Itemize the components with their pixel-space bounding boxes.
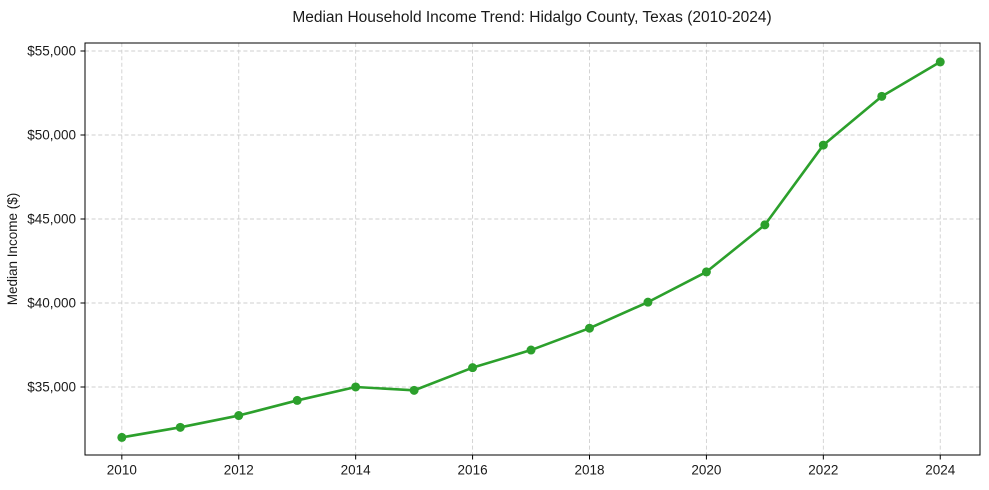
gridlines: [85, 43, 980, 455]
data-point: [584, 323, 594, 333]
data-point: [468, 363, 478, 373]
tick-labels: $35,000 $40,000 $45,000 $50,000 $55,000 2010 2…: [27, 44, 956, 478]
data-point: [818, 140, 828, 150]
x-tick-label: 2020: [691, 463, 721, 478]
y-tick-label: $55,000: [27, 44, 76, 59]
y-tick-label: $40,000: [27, 296, 76, 311]
data-point: [760, 220, 770, 230]
x-tick-label: 2014: [341, 463, 372, 478]
y-axis-label: Median Income ($): [5, 193, 20, 306]
x-tick-label: 2018: [574, 463, 604, 478]
x-tick-label: 2010: [107, 463, 137, 478]
data-point: [117, 432, 127, 442]
data-series: [117, 57, 945, 442]
y-tick-label: $45,000: [27, 212, 76, 227]
y-tick-label: $35,000: [27, 380, 76, 395]
data-point: [234, 411, 244, 421]
trend-line: [120, 60, 942, 439]
y-tick-label: $50,000: [27, 128, 76, 143]
data-point: [351, 382, 361, 392]
x-tick-label: 2016: [458, 463, 488, 478]
data-point: [526, 345, 536, 355]
chart-title: Median Household Income Trend: Hidalgo C…: [292, 9, 771, 26]
x-tick-label: 2024: [925, 463, 956, 478]
data-point: [292, 395, 302, 405]
data-point: [409, 385, 419, 395]
data-point: [175, 422, 185, 432]
x-tick-label: 2022: [808, 463, 838, 478]
data-point: [643, 297, 653, 307]
data-point: [935, 57, 945, 67]
axis-ticks: [80, 50, 941, 460]
plot-border: [84, 42, 981, 456]
data-point: [701, 267, 711, 277]
x-tick-label: 2012: [224, 463, 254, 478]
data-point: [877, 91, 887, 101]
